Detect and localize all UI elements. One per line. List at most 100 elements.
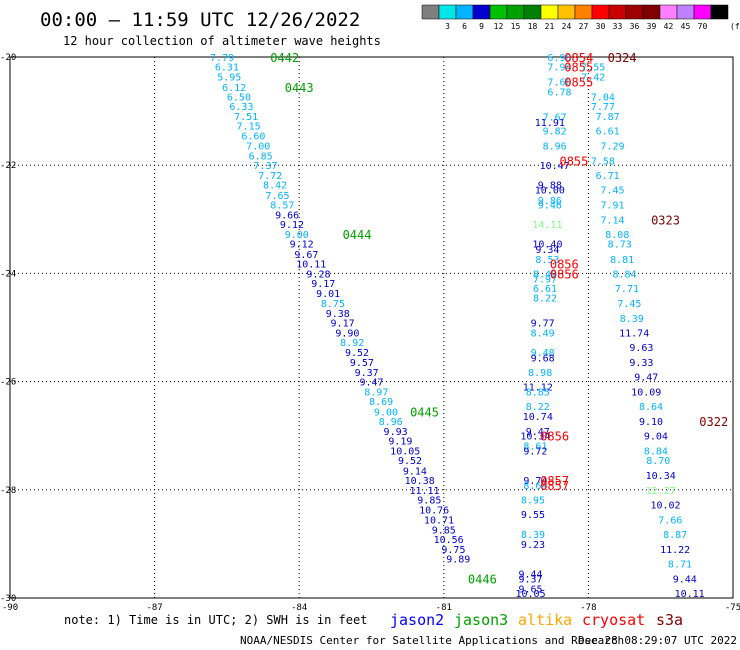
wave-height-point: 9.47	[526, 427, 550, 438]
wave-height-point: 9.47	[359, 378, 383, 389]
colorbar-label: 30	[596, 22, 606, 31]
colorbar-swatch	[489, 4, 508, 20]
wave-height-point: 9.19	[388, 437, 412, 448]
colorbar-label: 21	[545, 22, 555, 31]
wave-height-point: 8.95	[521, 496, 545, 507]
wave-height-point: 8.92	[340, 338, 364, 349]
wave-height-point: 9.01	[316, 289, 340, 300]
wave-height-point: 8.64	[639, 402, 663, 413]
wave-height-point: 6.85	[249, 151, 273, 162]
wave-height-point: 9.77	[531, 319, 555, 330]
pass-time-label: 0442	[270, 51, 299, 65]
timestamp-text: Dec 28 08:29:07 UTC 2022	[578, 634, 737, 647]
wave-height-point: 9.00	[285, 230, 309, 241]
footnote: note: 1) Time is in UTC; 2) SWH is in fe…	[64, 613, 367, 627]
wave-height-point: 8.81	[610, 255, 634, 266]
wave-height-point: 9.00	[374, 407, 398, 418]
x-tick-label: -75	[725, 603, 740, 613]
colorbar-swatch	[659, 4, 678, 20]
wave-height-point: 11.22	[660, 545, 690, 556]
wave-height-point: 8.87	[663, 530, 687, 541]
wave-height-point: 8.08	[605, 230, 629, 241]
wave-height-point: 10.74	[523, 412, 553, 423]
wave-height-point: 10.05	[390, 446, 420, 457]
wave-height-point: 7.45	[617, 299, 641, 310]
wave-height-point: 8.39	[521, 530, 545, 541]
wave-height-point: 9.48	[531, 348, 555, 359]
wave-height-point: 10.40	[532, 240, 562, 251]
wave-height-point: 9.38	[326, 309, 350, 320]
y-tick-label: -26	[0, 378, 16, 388]
colorbar-swatch	[591, 4, 610, 20]
pass-time-label: 0856	[540, 430, 569, 444]
wave-height-point: 10.34	[520, 432, 550, 443]
y-tick-label: -22	[0, 161, 16, 171]
wave-height-point: 10.56	[434, 535, 464, 546]
wave-height-point: 8.53	[535, 255, 559, 266]
pass-time-label: 0322	[699, 415, 728, 429]
legend-entry-jason3: jason3	[454, 611, 508, 629]
colorbar-label: 24	[562, 22, 572, 31]
colorbar-label: 18	[528, 22, 538, 31]
wave-height-point: 8.84	[613, 269, 637, 280]
wave-height-point: 11.74	[619, 328, 649, 339]
wave-height-point: 8.71	[668, 559, 692, 570]
colorbar-swatch	[540, 4, 559, 20]
wave-height-point: 9.28	[306, 269, 330, 280]
wave-height-point: 6.33	[229, 102, 253, 113]
wave-height-point: 10.02	[650, 500, 680, 511]
wave-height-point: 9.82	[543, 127, 567, 138]
wave-height-point: 8.98	[528, 368, 552, 379]
wave-height-point: 10.47	[540, 161, 570, 172]
pass-time-label: 0855	[559, 154, 588, 168]
pass-time-label: 0443	[285, 81, 314, 95]
wave-height-point: 8.96	[543, 142, 567, 153]
pass-time-label: 0445	[410, 405, 439, 419]
wave-height-point: 8.73	[608, 240, 632, 251]
wave-height-point: 14.11	[532, 220, 562, 231]
wave-height-point: 10.05	[516, 589, 546, 600]
wave-height-point: 5.95	[217, 72, 241, 83]
wave-height-point: 7.91	[600, 201, 624, 212]
pass-time-label: 0855	[564, 61, 593, 75]
wave-height-point: 11.12	[523, 382, 553, 393]
wave-height-point: 7.04	[591, 92, 615, 103]
plot-area: -90 -87 -84 -81 -78 -75 -20 -22 -24 -26 -28 -30 7.79…	[0, 51, 740, 613]
wave-height-point: 7.94	[547, 63, 571, 74]
wave-height-point: 9.90	[335, 328, 359, 339]
colorbar-label: 70	[698, 22, 708, 31]
wave-height-point: 7.15	[237, 122, 261, 133]
legend-entry-cryosat: cryosat	[582, 611, 645, 629]
colorbar-swatch	[693, 4, 712, 20]
satellite-legend: jason2 jason3 altika cryosat s3a	[390, 611, 683, 629]
wave-height-point: 6.71	[596, 171, 620, 182]
wave-height-point: 8.64	[523, 481, 547, 492]
wave-height-point: 6.61	[533, 284, 557, 295]
colorbar-label: 6	[462, 22, 467, 31]
wave-height-point: 7.55	[581, 63, 605, 74]
wave-height-point: 9.47	[634, 373, 658, 384]
wave-height-point: 8.22	[533, 294, 557, 305]
wave-height-point: 7.29	[600, 142, 624, 153]
wave-height-point: 8.39	[620, 314, 644, 325]
wave-height-point: 11.11	[409, 486, 439, 497]
wave-height-point: 7.51	[234, 112, 258, 123]
wave-height-point: 9.85	[432, 525, 456, 536]
wave-height-point: 6.31	[215, 63, 239, 74]
x-tick-label: -87	[146, 603, 162, 613]
pass-time-label: 0855	[564, 75, 593, 89]
wave-height-point: 7.45	[600, 186, 624, 197]
chart-title-text: 00:00 – 11:59 UTC 12/26/2022	[40, 9, 360, 31]
pass-time-label: 0444	[343, 228, 372, 242]
wave-height-point: 9.23	[521, 540, 545, 551]
wave-height-point: 9.14	[403, 466, 427, 477]
wave-height-point: 7.42	[581, 72, 605, 83]
pass-time-label: 0856	[550, 258, 579, 272]
wave-height-point: 6.50	[227, 92, 251, 103]
y-tick-label: -24	[0, 269, 16, 279]
wave-height-point: 9.33	[629, 358, 653, 369]
wave-height-point: 9.46	[538, 201, 562, 212]
wave-height-point: 7.77	[591, 102, 615, 113]
colorbar-swatch	[523, 4, 542, 20]
